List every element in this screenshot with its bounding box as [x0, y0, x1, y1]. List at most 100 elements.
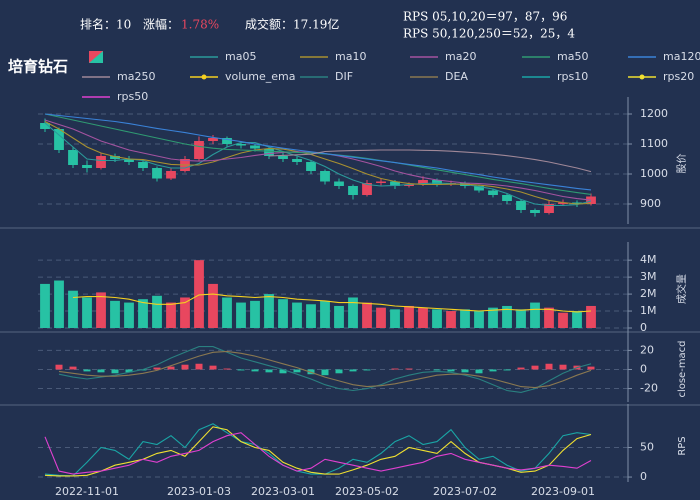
bar: [587, 366, 595, 370]
candle-body: [236, 144, 246, 146]
legend-label: ma05: [225, 50, 256, 63]
bar: [125, 369, 133, 373]
bar: [265, 369, 273, 373]
candle-body: [586, 196, 596, 204]
legend-label: rps50: [117, 90, 148, 103]
candle-body: [530, 210, 540, 213]
candle-body: [488, 190, 498, 195]
y-axis-label: RPS: [677, 436, 688, 455]
bar: [404, 305, 414, 328]
bar: [503, 369, 511, 371]
bar: [460, 309, 470, 328]
candle-body: [40, 123, 50, 129]
chart-title: 培育钻石: [8, 58, 68, 76]
candle-body: [264, 148, 274, 156]
bar: [489, 369, 497, 372]
candle-body: [502, 195, 512, 201]
candle-body: [54, 129, 64, 150]
y-tick-label: 0: [640, 321, 647, 334]
candle-body: [516, 201, 526, 210]
rps-short: RPS 05,10,20＝97，87，96: [403, 10, 567, 24]
bar: [264, 294, 274, 328]
bar: [167, 366, 175, 370]
bar: [82, 297, 92, 328]
bar: [279, 369, 287, 374]
candle-body: [544, 204, 554, 213]
bar: [559, 364, 567, 370]
bar: [558, 312, 568, 328]
bar: [502, 305, 512, 328]
bar: [68, 290, 78, 328]
legend-label: volume_ema: [225, 70, 295, 83]
candle-body: [278, 156, 288, 159]
bar: [236, 302, 246, 328]
bar: [97, 369, 105, 373]
y-axis-label: 股价: [676, 154, 688, 174]
x-tick-label: 2023-03-01: [251, 485, 315, 498]
legend-icon: [89, 51, 103, 63]
candle-body: [138, 162, 148, 168]
bar: [251, 369, 259, 372]
candle-body: [474, 186, 484, 191]
bar: [40, 283, 50, 328]
y-tick-label: -20: [640, 382, 658, 395]
legend-label: ma120: [663, 50, 700, 63]
bar: [391, 368, 399, 370]
x-tick-label: 2023-07-02: [433, 485, 497, 498]
bar: [572, 311, 582, 328]
bar: [138, 299, 148, 328]
series-line: [268, 149, 592, 173]
x-tick-label: 2023-05-02: [335, 485, 399, 498]
bar: [124, 302, 134, 328]
bar: [250, 300, 260, 328]
candle-body: [96, 156, 106, 168]
turnover: 成交额：17.19亿: [245, 17, 339, 32]
legend-label: DEA: [445, 70, 468, 83]
series-line: [44, 113, 592, 195]
bar: [418, 307, 428, 328]
series-line: [58, 350, 592, 389]
bar: [390, 309, 400, 328]
bar: [209, 365, 217, 370]
bar: [195, 363, 203, 370]
bar: [517, 367, 525, 370]
bar: [306, 304, 316, 328]
bar: [83, 369, 91, 372]
candle-body: [362, 183, 372, 195]
y-tick-label: 4M: [640, 253, 657, 266]
series-line: [44, 432, 592, 475]
y-tick-label: 900: [640, 197, 661, 210]
candle-body: [208, 138, 218, 141]
bar: [194, 260, 204, 328]
legend-marker: [201, 74, 207, 80]
legend-label: ma20: [445, 50, 476, 63]
bar: [181, 364, 189, 370]
x-tick-label: 2023-01-03: [167, 485, 231, 498]
bar: [488, 307, 498, 328]
legend-label: ma250: [117, 70, 155, 83]
candle-body: [306, 162, 316, 171]
y-tick-label: 1100: [640, 137, 668, 150]
y-tick-label: 1M: [640, 304, 657, 317]
y-tick-label: 3M: [640, 270, 657, 283]
bar: [180, 297, 190, 328]
candle-body: [320, 171, 330, 182]
bar: [545, 363, 553, 370]
rank: 排名：10: [80, 17, 131, 32]
bar: [335, 369, 343, 374]
y-tick-label: 0: [640, 362, 647, 375]
bar: [54, 280, 64, 328]
change-label: 涨幅：: [143, 17, 179, 32]
bar: [530, 302, 540, 328]
bar: [152, 295, 162, 328]
bar: [405, 368, 413, 370]
bar: [447, 369, 455, 372]
legend-label: rps20: [663, 70, 694, 83]
candle-body: [250, 145, 260, 149]
x-tick-label: 2022-11-01: [55, 485, 119, 498]
candle-body: [194, 141, 204, 159]
candle-body: [222, 138, 232, 144]
candle-body: [82, 165, 92, 168]
bar: [516, 309, 526, 328]
